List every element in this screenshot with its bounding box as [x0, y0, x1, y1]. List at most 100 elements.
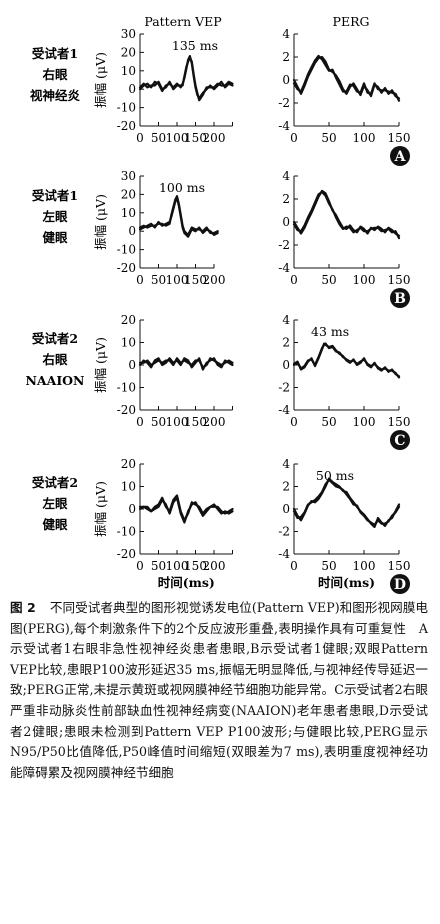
y-tick-label: -2: [278, 525, 290, 539]
waveform-trace-1: [138, 55, 234, 100]
y-tick-label: -4: [278, 261, 290, 275]
x-tick-label: 100: [353, 415, 376, 429]
y-tick-label: 4: [282, 169, 290, 183]
x-tick-label: 100: [166, 273, 189, 287]
x-tick-label: 150: [184, 415, 207, 429]
x-tick-label: 100: [353, 131, 376, 145]
figure-caption: 图 2 不同受试者典型的图形视觉诱发电位(Pattern VEP)和图形视网膜电图…: [10, 598, 428, 783]
waveform-trace-1: [138, 357, 234, 371]
waveform-trace-2: [138, 195, 219, 236]
latency-annotation: 43 ms: [311, 324, 349, 339]
x-tick-label: 0: [290, 415, 298, 429]
y-tick-label: 0: [282, 502, 290, 516]
latency-annotation: 135 ms: [172, 38, 218, 53]
y-axis-label: 振幅 (μV): [93, 194, 108, 250]
y-tick-label: 2: [282, 336, 290, 350]
x-tick-label: 50: [321, 273, 336, 287]
waveform-trace-2: [138, 56, 234, 102]
y-tick-label: -10: [117, 525, 136, 539]
x-tick-label: 0: [136, 131, 144, 145]
x-tick-label: 50: [151, 273, 166, 287]
y-tick-label: 20: [121, 457, 136, 471]
y-tick-label: 10: [121, 480, 136, 494]
subject-label: 受试者1: [32, 188, 78, 203]
x-tick-label: 200: [203, 131, 226, 145]
y-tick-label: -10: [117, 381, 136, 395]
subject-label: 受试者2: [32, 475, 78, 490]
y-tick-label: -20: [117, 119, 136, 133]
x-tick-label: 200: [203, 415, 226, 429]
y-tick-label: -4: [278, 403, 290, 417]
subject-label: 左眼: [41, 209, 68, 224]
y-tick-label: 20: [121, 45, 136, 59]
y-tick-label: 4: [282, 313, 290, 327]
x-tick-label: 150: [388, 131, 411, 145]
y-tick-label: 20: [121, 187, 136, 201]
x-tick-label: 150: [184, 131, 207, 145]
subject-label: 健眼: [42, 517, 68, 532]
panel-badge-d: [390, 574, 410, 594]
panel-badge-a: [390, 146, 410, 166]
y-tick-label: 0: [128, 224, 136, 238]
y-tick-label: 0: [282, 358, 290, 372]
panel-badge-c: [390, 430, 410, 450]
y-tick-label: 30: [121, 169, 136, 183]
y-tick-label: 10: [121, 206, 136, 220]
x-tick-label: 0: [290, 131, 298, 145]
subject-label: 右眼: [41, 67, 68, 82]
panel-letter: D: [394, 577, 406, 593]
y-tick-label: -2: [278, 381, 290, 395]
y-tick-label: -4: [278, 119, 290, 133]
y-tick-label: -2: [278, 96, 290, 110]
x-tick-label: 100: [353, 559, 376, 573]
caption-text: 不同受试者典型的图形视觉诱发电位(Pattern VEP)和图形视网膜电图(PE…: [10, 600, 428, 780]
y-tick-label: 0: [282, 215, 290, 229]
x-tick-label: 0: [136, 273, 144, 287]
y-tick-label: 10: [121, 336, 136, 350]
y-tick-label: -10: [117, 243, 136, 257]
y-tick-label: 10: [121, 64, 136, 78]
x-tick-label: 100: [166, 131, 189, 145]
y-tick-label: -10: [117, 101, 136, 115]
x-tick-label: 50: [321, 415, 336, 429]
x-tick-label: 50: [151, 131, 166, 145]
x-tick-label: 0: [136, 559, 144, 573]
waveform-trace-2: [292, 478, 401, 526]
perg-plot-c: -4 -2 0 2 4 0 50 100 150 43 ms: [278, 313, 410, 429]
caption-label: 图 2: [10, 600, 36, 615]
y-tick-label: -4: [278, 547, 290, 561]
x-tick-label: 100: [353, 273, 376, 287]
perg-plot-a: -4 -2 0 2 4 0 50 100 150: [278, 27, 410, 145]
x-tick-label: 50: [321, 131, 336, 145]
waveform-trace-2: [138, 357, 234, 369]
perg-plot-b: -4 -2 0 2 4 0 50 100 150: [278, 169, 410, 287]
y-axis-label: 振幅 (μV): [93, 337, 108, 393]
perg-plot-d: -4 -2 0 2 4 0 50 100 150 时间(ms) 50 ms: [278, 457, 410, 590]
y-tick-label: 20: [121, 313, 136, 327]
panel-letter: C: [394, 433, 405, 449]
x-tick-label: 0: [290, 559, 298, 573]
x-axis-label: 时间(ms): [158, 575, 215, 590]
y-tick-label: 2: [282, 50, 290, 64]
y-tick-label: 0: [282, 73, 290, 87]
x-tick-label: 150: [184, 559, 207, 573]
y-tick-label: 0: [128, 358, 136, 372]
subject-label: 左眼: [41, 496, 68, 511]
header-pattern-vep: Pattern VEP: [144, 14, 221, 29]
waveform-trace-2: [292, 54, 401, 102]
panel-c: 受试者2 右眼 NAAION 振幅 (μV) C: [26, 331, 410, 450]
panel-badge-b: [390, 288, 410, 308]
y-tick-label: 0: [128, 82, 136, 96]
y-axis-label: 振幅 (μV): [93, 52, 108, 108]
x-tick-label: 100: [166, 415, 189, 429]
y-tick-label: 0: [128, 502, 136, 516]
waveform-trace-2: [138, 494, 234, 522]
x-tick-label: 0: [290, 273, 298, 287]
y-axis-label: 振幅 (μV): [93, 481, 108, 537]
x-tick-label: 0: [136, 415, 144, 429]
